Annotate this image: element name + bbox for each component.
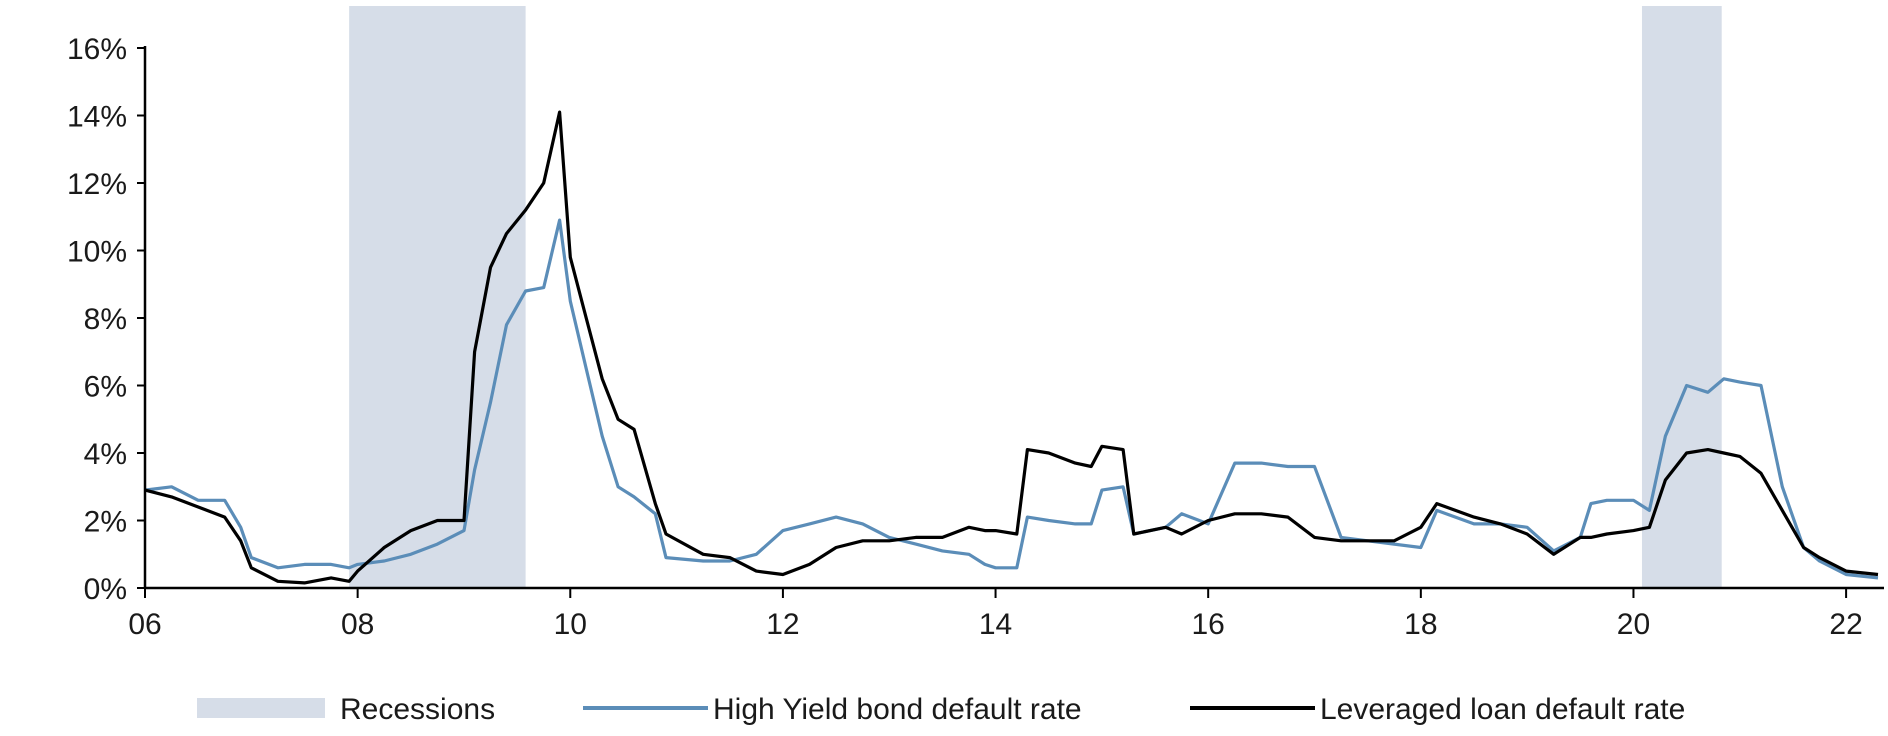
y-tick-label: 16% <box>67 33 127 66</box>
x-tick-label: 20 <box>1617 608 1650 641</box>
recession-band-2 <box>1641 6 1722 588</box>
x-tick-label: 06 <box>128 608 161 641</box>
legend-label-recessions: Recessions <box>340 693 495 726</box>
x-tick-label: 22 <box>1829 608 1862 641</box>
x-tick-label: 08 <box>341 608 374 641</box>
recession-band-1 <box>349 6 526 588</box>
y-tick-label: 2% <box>84 506 127 539</box>
x-tick-label: 10 <box>554 608 587 641</box>
legend-label-series-1: High Yield bond default rate <box>713 693 1082 726</box>
x-tick-label: 16 <box>1192 608 1225 641</box>
y-tick-label: 10% <box>67 236 127 269</box>
y-tick-label: 0% <box>84 573 127 606</box>
legend: Recessions High Yield bond default rate Le… <box>197 693 1685 726</box>
y-tick-label: 4% <box>84 438 127 471</box>
y-tick-label: 14% <box>67 101 127 134</box>
y-tick-label: 12% <box>67 168 127 201</box>
series-line-1 <box>144 218 1879 580</box>
axes: 0% 2% 4% 6% 8% 10% 12% 14% 16% 06 08 10 12 14 16 18 20 22 <box>67 33 1884 641</box>
x-tick-label: 18 <box>1404 608 1437 641</box>
series-lines <box>144 110 1879 585</box>
recession-bands <box>349 6 1722 588</box>
legend-label-series-2: Leveraged loan default rate <box>1320 693 1685 726</box>
x-tick-label: 12 <box>766 608 799 641</box>
x-tick-label: 14 <box>979 608 1012 641</box>
series-line-2 <box>144 110 1879 585</box>
legend-swatch-recessions <box>197 698 325 718</box>
y-tick-label: 6% <box>84 371 127 404</box>
y-tick-label: 8% <box>84 303 127 336</box>
